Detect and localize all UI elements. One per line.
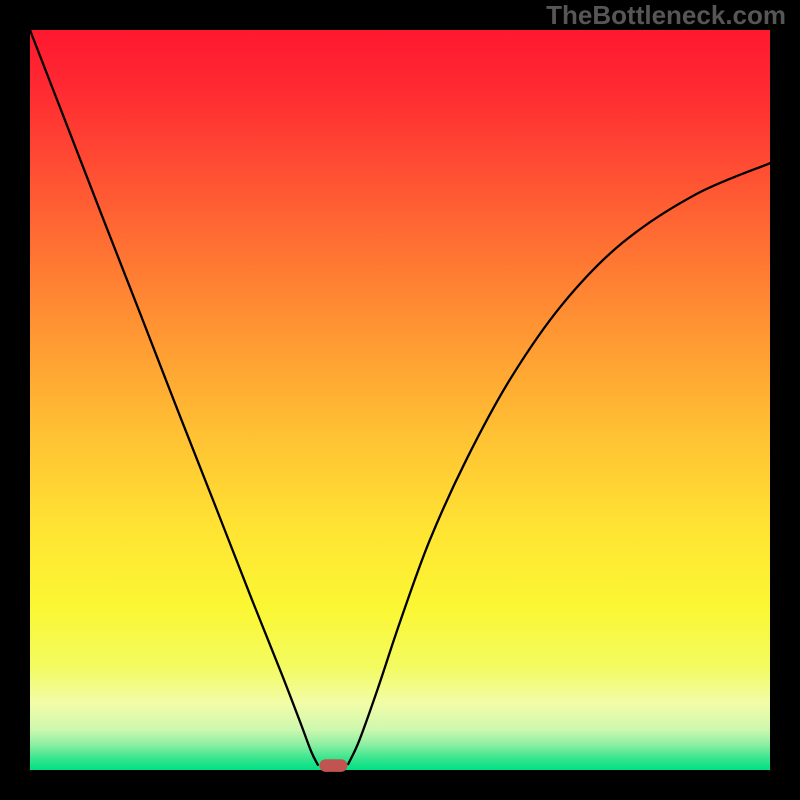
optimum-marker (319, 759, 347, 772)
bottleneck-chart (0, 0, 800, 800)
gradient-background (30, 30, 770, 770)
watermark-text: TheBottleneck.com (546, 0, 786, 31)
